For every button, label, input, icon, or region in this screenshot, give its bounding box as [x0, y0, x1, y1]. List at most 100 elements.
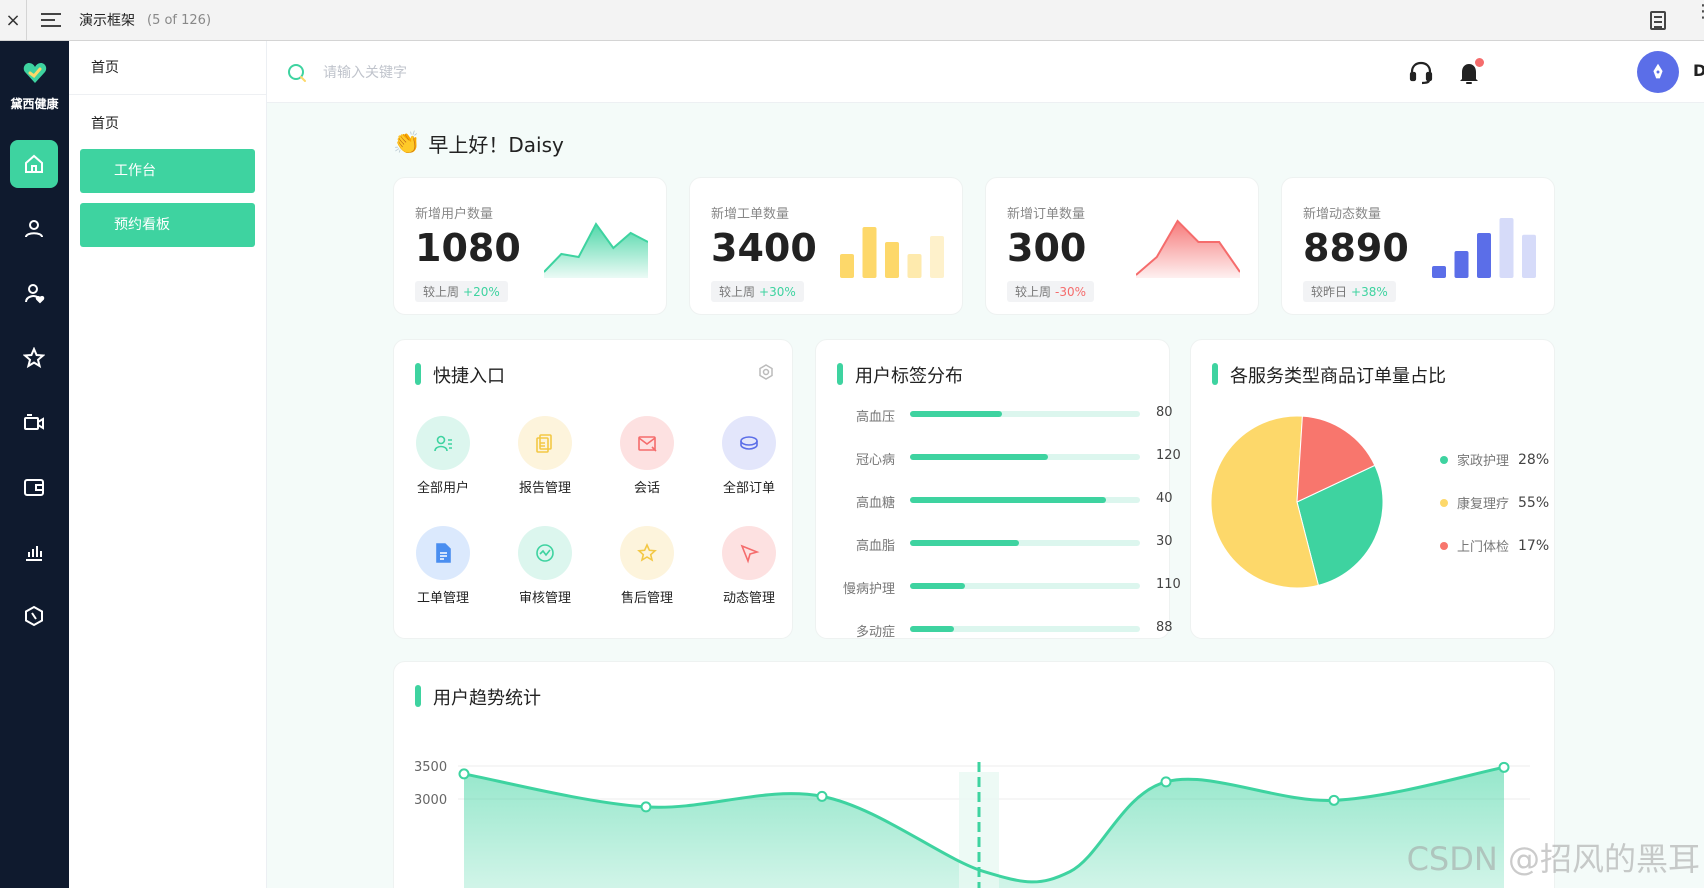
viewer-title: 演示框架	[79, 13, 135, 29]
stat-label: 新增工单数量	[711, 207, 790, 222]
mini-bar	[840, 254, 854, 278]
stat-value: 1080	[415, 226, 521, 270]
trend-point	[816, 790, 828, 802]
sub-nav-header[interactable]: 首页	[69, 41, 266, 95]
star-icon[interactable]	[10, 334, 58, 382]
tag-bar-label: 多动症	[855, 625, 895, 640]
search-input[interactable]	[323, 59, 623, 87]
stat-label: 新增用户数量	[415, 207, 494, 222]
mini-bar	[1454, 251, 1469, 278]
legend-label: 上门体检	[1457, 540, 1510, 555]
hexagon-icon[interactable]	[10, 592, 58, 640]
viewer-toolbar: × 演示框架 (5 of 126) ⋮	[0, 0, 1704, 41]
stat-change-badge: 较上周 -30%	[1007, 281, 1095, 302]
pie-slice	[1296, 416, 1376, 503]
panel-title: 用户标签分布	[837, 362, 963, 388]
tag-bar-label: 高血糖	[855, 496, 895, 511]
search-icon	[288, 64, 306, 82]
tag-bar-value: 80	[1156, 405, 1173, 420]
y-tick-label: 3000	[414, 793, 447, 808]
quick-entry-label: 工单管理	[416, 591, 469, 606]
home-icon[interactable]	[10, 140, 58, 188]
more-icon[interactable]: ⋮	[1694, 1, 1704, 22]
audit-icon	[518, 526, 572, 580]
close-icon[interactable]: ×	[5, 9, 21, 31]
tag-bar-fill	[910, 626, 954, 632]
sub-nav-item-workbench[interactable]: 工作台	[80, 149, 255, 193]
mini-bar	[930, 236, 944, 278]
sub-nav-item-booking-board[interactable]: 预约看板	[80, 203, 255, 247]
tag-bar-fill	[910, 583, 966, 589]
wallet-icon[interactable]	[10, 463, 58, 511]
mini-chart	[1432, 218, 1536, 278]
pie-slice	[1211, 416, 1319, 588]
panel-title: 用户趋势统计	[415, 684, 541, 710]
quick-entry-item[interactable]: 全部用户	[398, 416, 488, 496]
tag-bar-value: 120	[1156, 448, 1181, 463]
sub-nav-group-title: 首页	[91, 116, 119, 132]
quick-entry-item[interactable]: 报告管理	[500, 416, 590, 496]
tag-bar-value: 30	[1156, 534, 1173, 549]
quick-entry-item[interactable]: 审核管理	[500, 526, 590, 606]
tag-bar-fill	[910, 454, 1048, 460]
user-name[interactable]: D	[1693, 61, 1704, 80]
quick-entry-panel: 快捷入口 全部用户 报告管理 会话 全部订单工单管理 审核管理 售后管理 动态管理	[393, 339, 793, 639]
viewer-page-count: (5 of 126)	[147, 12, 212, 28]
settings-icon[interactable]	[758, 364, 774, 380]
mini-line	[544, 222, 648, 273]
quick-entry-item[interactable]: 会话	[602, 416, 692, 496]
stat-card-tickets: 新增工单数量 3400 较上周 +30%	[689, 177, 963, 315]
star-icon	[620, 526, 674, 580]
quick-entry-label: 审核管理	[518, 591, 571, 606]
menu-icon[interactable]	[41, 9, 61, 31]
tag-bar-row: 高血脂 30	[816, 533, 1205, 554]
trend-chart: 3500 3000	[414, 760, 1530, 888]
notification-icon[interactable]	[1456, 58, 1484, 86]
stat-card-users: 新增用户数量 1080 较上周 +20%	[393, 177, 667, 315]
brand: 黛西健康	[0, 61, 69, 112]
tag-bar-track	[910, 497, 1140, 503]
bar-chart-icon[interactable]	[10, 528, 58, 576]
legend-value: 17%	[1518, 537, 1550, 554]
legend-label: 康复理疗	[1457, 497, 1510, 512]
user-heart-icon[interactable]	[10, 269, 58, 317]
avatar[interactable]	[1637, 51, 1679, 93]
quick-entry-item[interactable]: 动态管理	[704, 526, 794, 606]
document-icon[interactable]	[1650, 11, 1666, 30]
stat-change-badge: 较上周 +30%	[711, 281, 804, 302]
tag-bar-value: 40	[1156, 491, 1173, 506]
trend-point	[1328, 794, 1340, 806]
mini-bar	[885, 242, 899, 278]
stat-label: 新增动态数量	[1303, 207, 1382, 222]
mini-bar	[1477, 233, 1491, 278]
panel-title: 各服务类型商品订单量占比	[1212, 362, 1446, 388]
mini-bar	[1432, 266, 1446, 278]
video-icon[interactable]	[10, 399, 58, 447]
coins-icon	[722, 416, 776, 470]
tag-bar-track	[910, 540, 1140, 546]
quick-entry-item[interactable]: 工单管理	[398, 526, 488, 606]
quick-entry-item[interactable]: 售后管理	[602, 526, 692, 606]
brand-logo-icon	[23, 63, 46, 83]
document-icon	[416, 526, 470, 580]
panel-title: 快捷入口	[415, 362, 505, 388]
report-icon	[518, 416, 572, 470]
stat-card-orders: 新增订单数量 300 较上周 -30%	[985, 177, 1259, 315]
stat-value: 8890	[1303, 226, 1409, 270]
y-tick-label: 3500	[414, 760, 447, 775]
tag-bar-row: 高血压 80	[816, 404, 1205, 425]
tag-bar-fill	[910, 540, 1020, 546]
legend-item: 上门体检 17%	[1440, 536, 1549, 555]
tag-bar-label: 冠心病	[855, 453, 895, 468]
greeting: 👏 早上好！Daisy	[393, 129, 564, 158]
user-icon[interactable]	[10, 204, 58, 252]
secondary-sidebar: 首页 首页 工作台 预约看板	[69, 41, 267, 888]
mail-icon	[620, 416, 674, 470]
quick-entry-label: 全部订单	[722, 481, 775, 496]
headset-icon[interactable]	[1408, 60, 1434, 86]
quick-entry-item[interactable]: 全部订单	[704, 416, 794, 496]
tag-bar-row: 慢病护理 110	[816, 576, 1205, 597]
tag-bar-row: 多动症 88	[816, 619, 1205, 640]
tag-bar-row: 冠心病 120	[816, 447, 1205, 468]
tag-bar-row: 高血糖 40	[816, 490, 1205, 511]
